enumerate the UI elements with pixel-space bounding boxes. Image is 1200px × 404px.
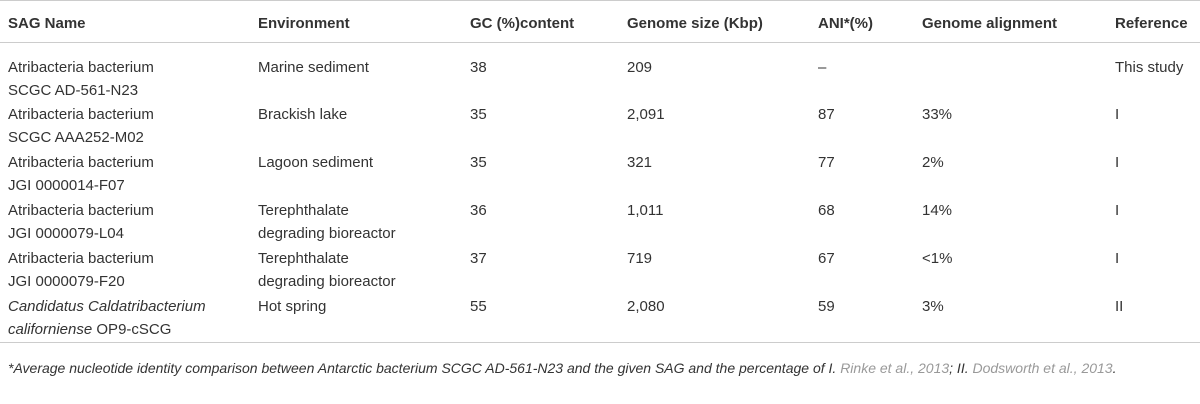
table-cell: 38 <box>470 59 487 76</box>
table-cell: Terephthalate degrading bioreactor <box>258 250 396 290</box>
table-cell: I <box>1115 250 1120 267</box>
column-header: Genome size (Kbp) <box>627 15 763 32</box>
table-cell: Candidatus Caldatribacterium californien… <box>0 294 250 342</box>
column-header: ANI*(%) <box>818 15 873 32</box>
table-cell: 2% <box>922 154 944 171</box>
table-cell: Atribacteria bacterium SCGC AD-561-N23 <box>8 59 154 99</box>
table-cell: Atribacteria bacterium JGI 0000079-F20 <box>8 250 154 290</box>
footnote-text: . <box>1112 359 1117 376</box>
table-cell: 68 <box>818 202 835 219</box>
header-row: SAG Name Environment GC (%)content Genome s… <box>0 0 1200 43</box>
table-row: Atribacteria bacterium SCGC AD-561-N23 Ma… <box>0 43 1200 103</box>
table-cell: <1% <box>922 250 953 267</box>
table-cell: 59 <box>818 298 835 315</box>
table-cell: 321 <box>627 154 653 171</box>
table-cell: 1,011 <box>627 202 664 219</box>
table-cell: II <box>1115 298 1124 315</box>
table-cell: 719 <box>627 250 653 267</box>
table-cell: 2,091 <box>627 106 665 123</box>
table-cell: 3% <box>922 298 944 315</box>
table-cell: – <box>818 59 827 76</box>
column-header: SAG Name <box>8 15 86 32</box>
table-cell: 55 <box>470 298 487 315</box>
table-cell: 87 <box>818 106 835 123</box>
footnote-text: ; II. <box>949 359 973 376</box>
table-cell: Hot spring <box>258 298 327 315</box>
table-cell: Atribacteria bacterium JGI 0000079-L04 <box>8 202 154 242</box>
footnote: *Average nucleotide identity comparison … <box>0 343 1200 379</box>
reference-link[interactable]: Dodsworth et al., 2013 <box>972 359 1113 376</box>
table-cell: 209 <box>627 59 653 76</box>
table-cell: 67 <box>818 250 835 267</box>
column-header: Environment <box>258 15 350 32</box>
table-cell: 35 <box>470 154 487 171</box>
table-cell: Atribacteria bacterium JGI 0000014-F07 <box>8 154 154 194</box>
reference-link[interactable]: Rinke et al., 2013 <box>840 359 950 376</box>
table-cell: 14% <box>922 202 953 219</box>
species-name: Candidatus Caldatribacterium californien… <box>8 298 206 338</box>
table-cell: Terephthalate degrading bioreactor <box>258 202 396 242</box>
footnote-text: *Average nucleotide identity comparison … <box>8 359 841 376</box>
table-row: Atribacteria bacterium JGI 0000079-F20 Te… <box>0 246 1200 294</box>
table-cell: 33% <box>922 106 953 123</box>
table-cell: 36 <box>470 202 487 219</box>
table-cell: Lagoon sediment <box>258 154 374 171</box>
table-row: Atribacteria bacterium SCGC AAA252-M02 Br… <box>0 102 1200 150</box>
data-table: SAG Name Environment GC (%)content Genome s… <box>0 0 1200 342</box>
strain-name: OP9-cSCG <box>96 321 172 338</box>
table-row: Atribacteria bacterium JGI 0000014-F07 La… <box>0 150 1200 198</box>
column-header: Genome alignment <box>922 15 1058 32</box>
column-header: Reference <box>1115 15 1188 32</box>
table-cell: I <box>1115 202 1120 219</box>
table-cell: I <box>1115 154 1120 171</box>
table-cell: 37 <box>470 250 487 267</box>
table-row: Candidatus Caldatribacterium californien… <box>0 294 1200 342</box>
table-cell: Brackish lake <box>258 106 348 123</box>
table-body: Atribacteria bacterium SCGC AD-561-N23 Ma… <box>0 43 1200 342</box>
empty-cell <box>914 43 1107 103</box>
table-cell: 35 <box>470 106 487 123</box>
table-cell: Marine sediment <box>258 59 369 76</box>
table-cell: I <box>1115 106 1120 123</box>
table-row: Atribacteria bacterium JGI 0000079-L04 Te… <box>0 198 1200 246</box>
table-cell: 77 <box>818 154 835 171</box>
table-cell: 2,080 <box>627 298 665 315</box>
table-cell: This study <box>1115 59 1184 76</box>
table-cell: Atribacteria bacterium SCGC AAA252-M02 <box>8 106 154 146</box>
column-header: GC (%)content <box>470 15 575 32</box>
